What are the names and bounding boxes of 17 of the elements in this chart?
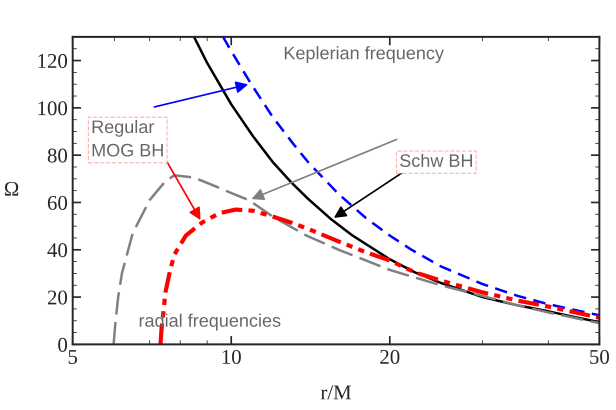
y-tick-label: 20	[48, 290, 68, 305]
y-tick-label: 100	[38, 101, 68, 116]
y-tick-label: 60	[48, 196, 68, 210]
y-tick-label: 0	[58, 338, 68, 352]
y-tick-label: 40	[47, 243, 68, 258]
y-tick-label: 120	[38, 54, 68, 68]
annotation: Keplerian frequency	[284, 46, 444, 63]
annotation: Schw BH	[400, 154, 472, 168]
x-tick-label: 5	[68, 350, 78, 364]
y-axis-title: Ω	[4, 182, 18, 196]
x-tick-label: 10	[222, 350, 241, 364]
annotation: Regular MOG BH	[92, 120, 163, 157]
x-tick-label: 20	[380, 350, 400, 364]
x-axis-title: r/M	[320, 386, 352, 400]
x-tick-label: 50	[590, 350, 609, 364]
annotation: radial frequencies	[140, 314, 280, 330]
y-tick-label: 80	[48, 148, 68, 163]
